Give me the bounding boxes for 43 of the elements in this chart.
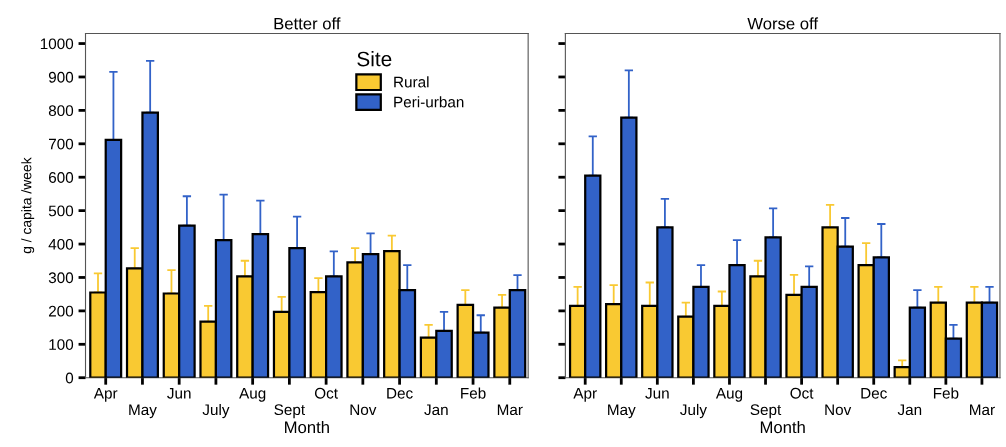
x-tick-label: Jan	[897, 404, 922, 416]
x-tick-label: Aug	[715, 388, 743, 402]
y-tick-label: 400	[48, 238, 74, 250]
x-tick-label: Dec	[861, 388, 887, 399]
y-tick-label: 600	[48, 172, 74, 183]
x-tick-label: Nov	[350, 404, 377, 416]
y-tick-label: 100	[49, 339, 74, 350]
x-tick-label: Oct	[790, 387, 814, 399]
x-tick-label: Mar	[497, 404, 523, 416]
x-tick-label: Feb	[461, 387, 486, 399]
y-tick-label: 200	[48, 305, 74, 317]
x-tick-label: Dec	[387, 388, 413, 399]
x-tick-label: May	[608, 404, 636, 419]
y-tick-label: 500	[48, 205, 74, 217]
x-tick-label: Mar	[970, 404, 995, 416]
y-tick-label: 300	[48, 272, 74, 284]
y-tick-label: 0	[65, 372, 74, 384]
x-tick-label: Oct	[314, 387, 338, 399]
y-tick-label: 800	[48, 105, 74, 117]
y-tick-label: 1000	[40, 38, 74, 50]
x-tick-label: Jun	[167, 388, 191, 399]
x-tick-label: July	[202, 403, 230, 419]
y-tick-label: 700	[49, 138, 74, 150]
x-tick-label: May	[129, 404, 157, 419]
legend-label: Peri-urban	[394, 96, 464, 108]
x-tick-label: Aug	[239, 388, 266, 402]
x-tick-label: Sept	[750, 404, 782, 419]
y-axis-title: g / capita /week	[21, 157, 35, 254]
x-tick-label: Jun	[645, 388, 669, 399]
x-tick-label: Sept	[274, 404, 305, 419]
x-axis-title: Month	[285, 420, 329, 434]
legend-title: Site	[357, 51, 392, 67]
x-axis-title: Month	[760, 420, 805, 434]
chart-title: Better off	[274, 17, 341, 30]
y-tick-label: 900	[48, 71, 74, 83]
legend-label: Rural	[394, 76, 429, 88]
chart-title: Worse off	[747, 17, 819, 30]
x-tick-label: Feb	[933, 387, 959, 399]
x-tick-label: Apr	[93, 388, 118, 402]
x-tick-label: Nov	[825, 404, 852, 416]
x-tick-label: Apr	[573, 388, 597, 402]
x-tick-label: July	[680, 403, 707, 419]
x-tick-label: Jan	[424, 404, 448, 416]
